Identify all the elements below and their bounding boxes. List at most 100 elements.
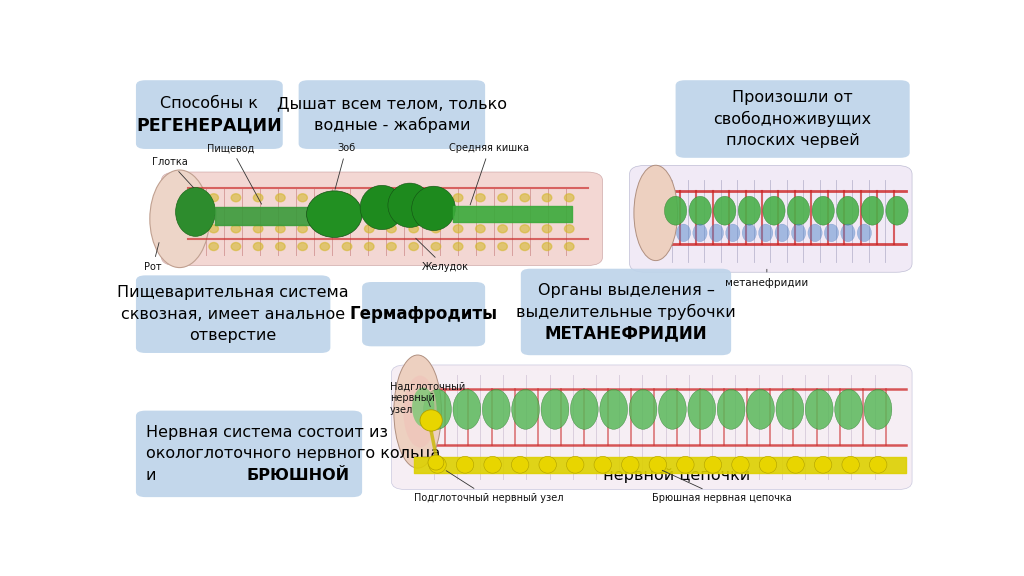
- Ellipse shape: [387, 194, 396, 202]
- Text: метанефридии: метанефридии: [725, 269, 809, 287]
- Ellipse shape: [387, 242, 396, 251]
- Ellipse shape: [543, 225, 552, 233]
- Ellipse shape: [570, 389, 598, 429]
- Ellipse shape: [808, 224, 822, 242]
- Text: Органы выделения –: Органы выделения –: [538, 283, 715, 298]
- Ellipse shape: [475, 225, 485, 233]
- Text: Способны к: Способны к: [161, 96, 258, 111]
- Ellipse shape: [360, 185, 403, 230]
- Ellipse shape: [677, 224, 690, 242]
- Ellipse shape: [792, 224, 806, 242]
- Ellipse shape: [429, 456, 446, 473]
- FancyBboxPatch shape: [136, 80, 283, 149]
- Text: плоских червей: плоских червей: [726, 133, 859, 148]
- Text: Подглоточный нервный узел: Подглоточный нервный узел: [414, 471, 563, 503]
- Ellipse shape: [759, 224, 773, 242]
- Ellipse shape: [209, 242, 218, 251]
- Ellipse shape: [424, 389, 452, 429]
- Ellipse shape: [786, 456, 804, 473]
- Ellipse shape: [658, 389, 686, 429]
- Ellipse shape: [512, 389, 540, 429]
- Ellipse shape: [564, 194, 574, 202]
- Text: МЕТАНЕФРИДИИ: МЕТАНЕФРИДИИ: [545, 324, 708, 342]
- Text: Зоб: Зоб: [335, 143, 355, 190]
- Ellipse shape: [886, 196, 908, 225]
- Ellipse shape: [388, 183, 431, 228]
- FancyBboxPatch shape: [136, 411, 362, 497]
- Ellipse shape: [298, 194, 307, 202]
- Ellipse shape: [482, 389, 510, 429]
- FancyBboxPatch shape: [362, 282, 485, 346]
- FancyBboxPatch shape: [391, 365, 912, 490]
- Ellipse shape: [253, 194, 263, 202]
- Ellipse shape: [298, 242, 307, 251]
- Text: Глотка: Глотка: [152, 157, 194, 188]
- Ellipse shape: [649, 456, 667, 473]
- FancyBboxPatch shape: [676, 80, 909, 158]
- Ellipse shape: [431, 194, 440, 202]
- Ellipse shape: [475, 194, 485, 202]
- Ellipse shape: [717, 389, 745, 429]
- Ellipse shape: [705, 456, 722, 473]
- Ellipse shape: [759, 456, 777, 473]
- Ellipse shape: [841, 224, 855, 242]
- Ellipse shape: [566, 456, 584, 473]
- Text: выделительные трубочки: выделительные трубочки: [516, 304, 736, 320]
- Ellipse shape: [543, 194, 552, 202]
- Text: свободноживущих: свободноживущих: [714, 111, 871, 127]
- Ellipse shape: [209, 194, 218, 202]
- Ellipse shape: [454, 242, 463, 251]
- Text: сквозная, имеет анальное: сквозная, имеет анальное: [121, 306, 345, 321]
- Ellipse shape: [776, 389, 804, 429]
- Ellipse shape: [321, 225, 330, 233]
- Ellipse shape: [634, 165, 678, 260]
- Ellipse shape: [403, 376, 436, 448]
- Text: Пищеварительная система: Пищеварительная система: [118, 285, 349, 300]
- FancyBboxPatch shape: [630, 165, 912, 272]
- Ellipse shape: [726, 224, 740, 242]
- Text: Нервная система состоит из: Нервная система состоит из: [146, 425, 388, 440]
- Ellipse shape: [842, 456, 859, 473]
- Ellipse shape: [365, 225, 374, 233]
- Ellipse shape: [186, 225, 197, 233]
- Text: БРЮШНОЙ: БРЮШНОЙ: [247, 468, 350, 483]
- Ellipse shape: [209, 225, 218, 233]
- Ellipse shape: [814, 456, 831, 473]
- Ellipse shape: [629, 389, 657, 429]
- Text: Гермафродиты: Гермафродиты: [349, 305, 498, 323]
- Ellipse shape: [775, 224, 790, 242]
- Ellipse shape: [342, 242, 352, 251]
- Ellipse shape: [622, 456, 639, 473]
- Ellipse shape: [186, 194, 197, 202]
- Ellipse shape: [253, 225, 263, 233]
- Ellipse shape: [275, 225, 285, 233]
- Ellipse shape: [428, 455, 443, 470]
- Ellipse shape: [150, 170, 209, 268]
- Ellipse shape: [594, 456, 611, 473]
- Ellipse shape: [231, 225, 241, 233]
- Ellipse shape: [689, 196, 712, 225]
- Ellipse shape: [520, 242, 529, 251]
- Ellipse shape: [275, 194, 285, 202]
- Text: Средняя кишка: Средняя кишка: [450, 143, 529, 205]
- Text: водные - жабрами: водные - жабрами: [313, 117, 470, 133]
- Ellipse shape: [412, 388, 434, 427]
- Ellipse shape: [275, 242, 285, 251]
- Ellipse shape: [688, 389, 716, 429]
- Ellipse shape: [763, 196, 785, 225]
- Ellipse shape: [861, 196, 884, 225]
- Ellipse shape: [742, 224, 757, 242]
- Text: отверстие: отверстие: [189, 328, 276, 343]
- Ellipse shape: [365, 194, 374, 202]
- Text: Произошли от: Произошли от: [732, 90, 853, 105]
- Ellipse shape: [805, 389, 834, 429]
- Ellipse shape: [693, 224, 708, 242]
- Ellipse shape: [511, 456, 528, 473]
- Ellipse shape: [746, 389, 774, 429]
- Ellipse shape: [231, 242, 241, 251]
- Ellipse shape: [498, 194, 507, 202]
- Ellipse shape: [520, 225, 529, 233]
- FancyBboxPatch shape: [136, 275, 331, 353]
- Ellipse shape: [835, 389, 862, 429]
- Text: окологлоточного нервного кольца: окологлоточного нервного кольца: [146, 446, 440, 461]
